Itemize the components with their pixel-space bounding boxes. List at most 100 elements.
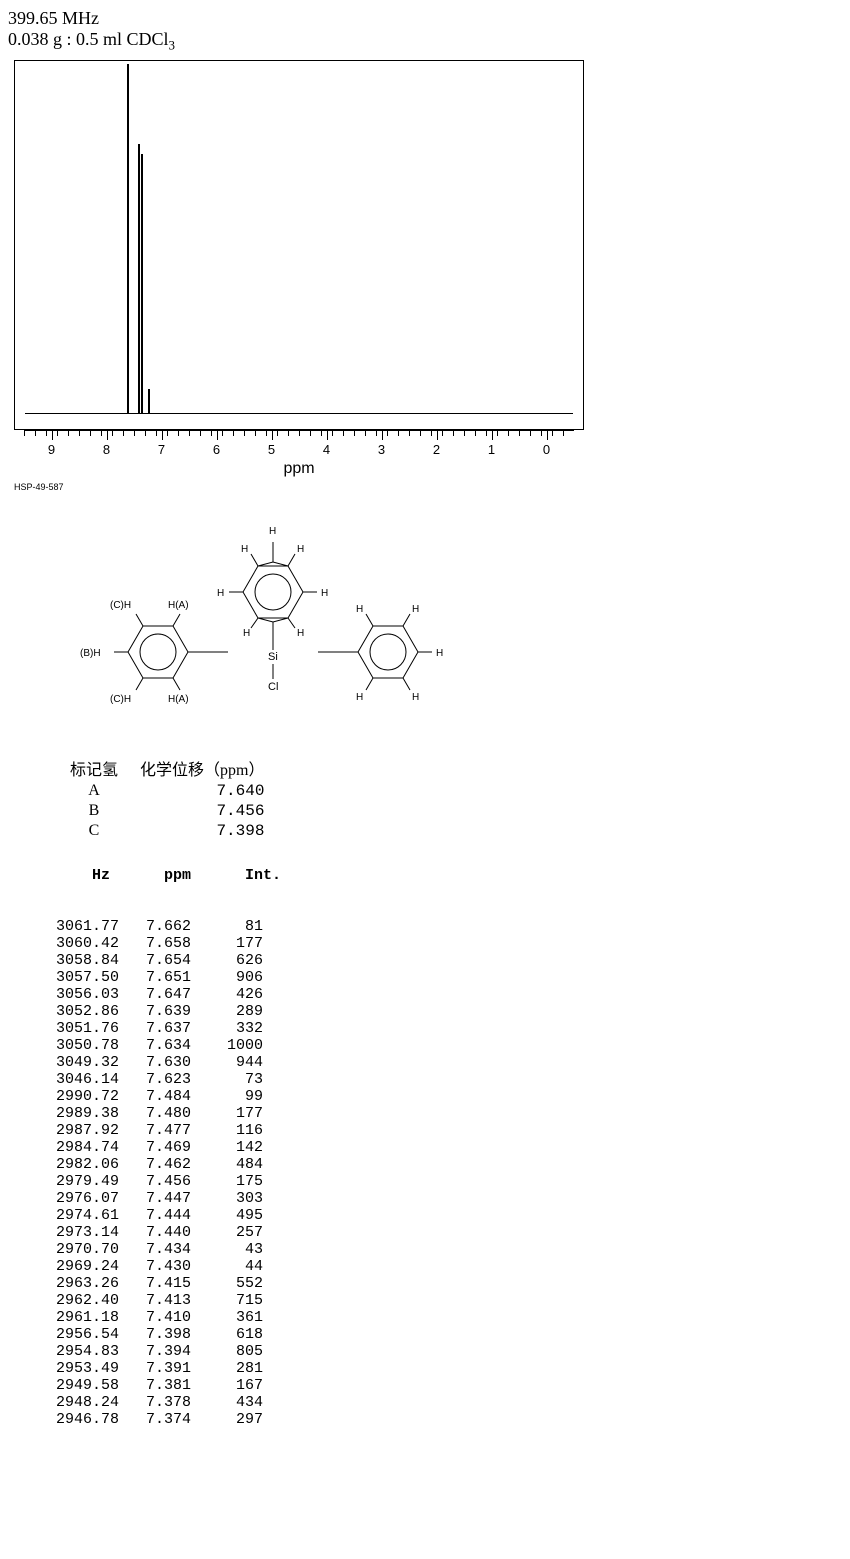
svg-text:(B)H: (B)H (80, 648, 101, 659)
shift-value: 7.398 (130, 822, 274, 840)
axis-minor-tick (57, 430, 58, 436)
axis-minor-tick (508, 430, 509, 436)
axis-minor-tick (277, 430, 278, 436)
axis-major-tick (547, 430, 548, 440)
axis-minor-tick (464, 430, 465, 436)
axis-minor-tick (189, 430, 190, 436)
axis-minor-tick (79, 430, 80, 436)
axis-minor-tick (376, 430, 377, 436)
axis-minor-tick (46, 430, 47, 436)
axis-minor-tick (233, 430, 234, 436)
axis-major-tick (382, 430, 383, 440)
axis-major-tick (162, 430, 163, 440)
axis-tick-label: 3 (378, 442, 385, 457)
axis-tick-label: 7 (158, 442, 165, 457)
sample-sub: 3 (169, 38, 176, 53)
axis-minor-tick (497, 430, 498, 436)
axis-minor-tick (178, 430, 179, 436)
peak-table-header: Hz ppm Int. (38, 867, 850, 884)
svg-text:Cl: Cl (268, 681, 278, 693)
axis-tick-label: 1 (488, 442, 495, 457)
axis-minor-tick (409, 430, 410, 436)
axis-minor-tick (387, 430, 388, 436)
shift-header-row: 标记氢 化学位移（ppm） (60, 756, 274, 780)
shift-value: 7.640 (130, 782, 274, 800)
shift-row: C7.398 (60, 822, 274, 840)
svg-text:H: H (241, 544, 248, 555)
axis-minor-tick (299, 430, 300, 436)
axis-minor-tick (519, 430, 520, 436)
sample-id: HSP-49-587 (14, 482, 850, 492)
freq-line: 399.65 MHz (8, 8, 850, 29)
axis-minor-tick (156, 430, 157, 436)
axis-minor-tick (68, 430, 69, 436)
axis-tick-label: 2 (433, 442, 440, 457)
molecular-structure: Si Cl H(A) (C)H (B)H (C)H H(A) H H H H H (18, 502, 488, 742)
axis-minor-tick (35, 430, 36, 436)
svg-text:H: H (243, 628, 250, 639)
axis-minor-tick (244, 430, 245, 436)
x-axis: 9876543210 ppm (14, 430, 584, 480)
axis-tick-label: 8 (103, 442, 110, 457)
axis-minor-tick (145, 430, 146, 436)
axis-minor-tick (475, 430, 476, 436)
svg-text:Si: Si (268, 651, 278, 663)
svg-text:H: H (321, 588, 328, 599)
axis-minor-tick (266, 430, 267, 436)
sample-prefix: 0.038 g : 0.5 ml CDCl (8, 29, 169, 49)
axis-minor-tick (167, 430, 168, 436)
axis-minor-tick (211, 430, 212, 436)
nmr-spectrum (14, 60, 584, 430)
svg-text:H: H (269, 526, 276, 537)
axis-major-tick (107, 430, 108, 440)
axis-minor-tick (310, 430, 311, 436)
nmr-peak (141, 154, 143, 414)
axis-tick-label: 5 (268, 442, 275, 457)
axis-minor-tick (563, 430, 564, 436)
shift-label: A (60, 782, 128, 800)
axis-major-tick (437, 430, 438, 440)
axis-minor-tick (321, 430, 322, 436)
axis-minor-tick (541, 430, 542, 436)
axis-major-tick (272, 430, 273, 440)
axis-minor-tick (398, 430, 399, 436)
axis-minor-tick (288, 430, 289, 436)
nmr-peak (127, 94, 129, 414)
svg-text:H: H (412, 604, 419, 615)
axis-minor-tick (332, 430, 333, 436)
axis-major-tick (327, 430, 328, 440)
shift-header-right: 化学位移（ppm） (130, 756, 274, 780)
svg-text:H: H (217, 588, 224, 599)
axis-tick-label: 0 (543, 442, 550, 457)
svg-text:H: H (356, 692, 363, 703)
axis-minor-tick (112, 430, 113, 436)
axis-major-tick (52, 430, 53, 440)
svg-text:H: H (297, 628, 304, 639)
svg-text:H(A): H(A) (168, 694, 189, 705)
axis-major-tick (217, 430, 218, 440)
svg-text:(C)H: (C)H (110, 600, 131, 611)
shift-table: 标记氢 化学位移（ppm） A7.640 B7.456 C7.398 (58, 754, 276, 842)
axis-minor-tick (365, 430, 366, 436)
axis-tick-label: 6 (213, 442, 220, 457)
axis-minor-tick (134, 430, 135, 436)
axis-minor-tick (343, 430, 344, 436)
peak-table: Hz ppm Int. 3061.77 7.662 81 3060.42 7.6… (38, 850, 850, 1445)
axis-minor-tick (222, 430, 223, 436)
axis-minor-tick (530, 430, 531, 436)
axis-minor-tick (24, 430, 25, 436)
axis-major-tick (492, 430, 493, 440)
axis-minor-tick (486, 430, 487, 436)
axis-minor-tick (431, 430, 432, 436)
axis-minor-tick (354, 430, 355, 436)
axis-minor-tick (123, 430, 124, 436)
shift-value: 7.456 (130, 802, 274, 820)
shift-row: B7.456 (60, 802, 274, 820)
peak-table-body: 3061.77 7.662 81 3060.42 7.658 177 3058.… (38, 901, 850, 1428)
svg-text:H: H (356, 604, 363, 615)
axis-minor-tick (255, 430, 256, 436)
axis-tick-label: 4 (323, 442, 330, 457)
axis-minor-tick (90, 430, 91, 436)
axis-minor-tick (453, 430, 454, 436)
shift-label: C (60, 822, 128, 840)
